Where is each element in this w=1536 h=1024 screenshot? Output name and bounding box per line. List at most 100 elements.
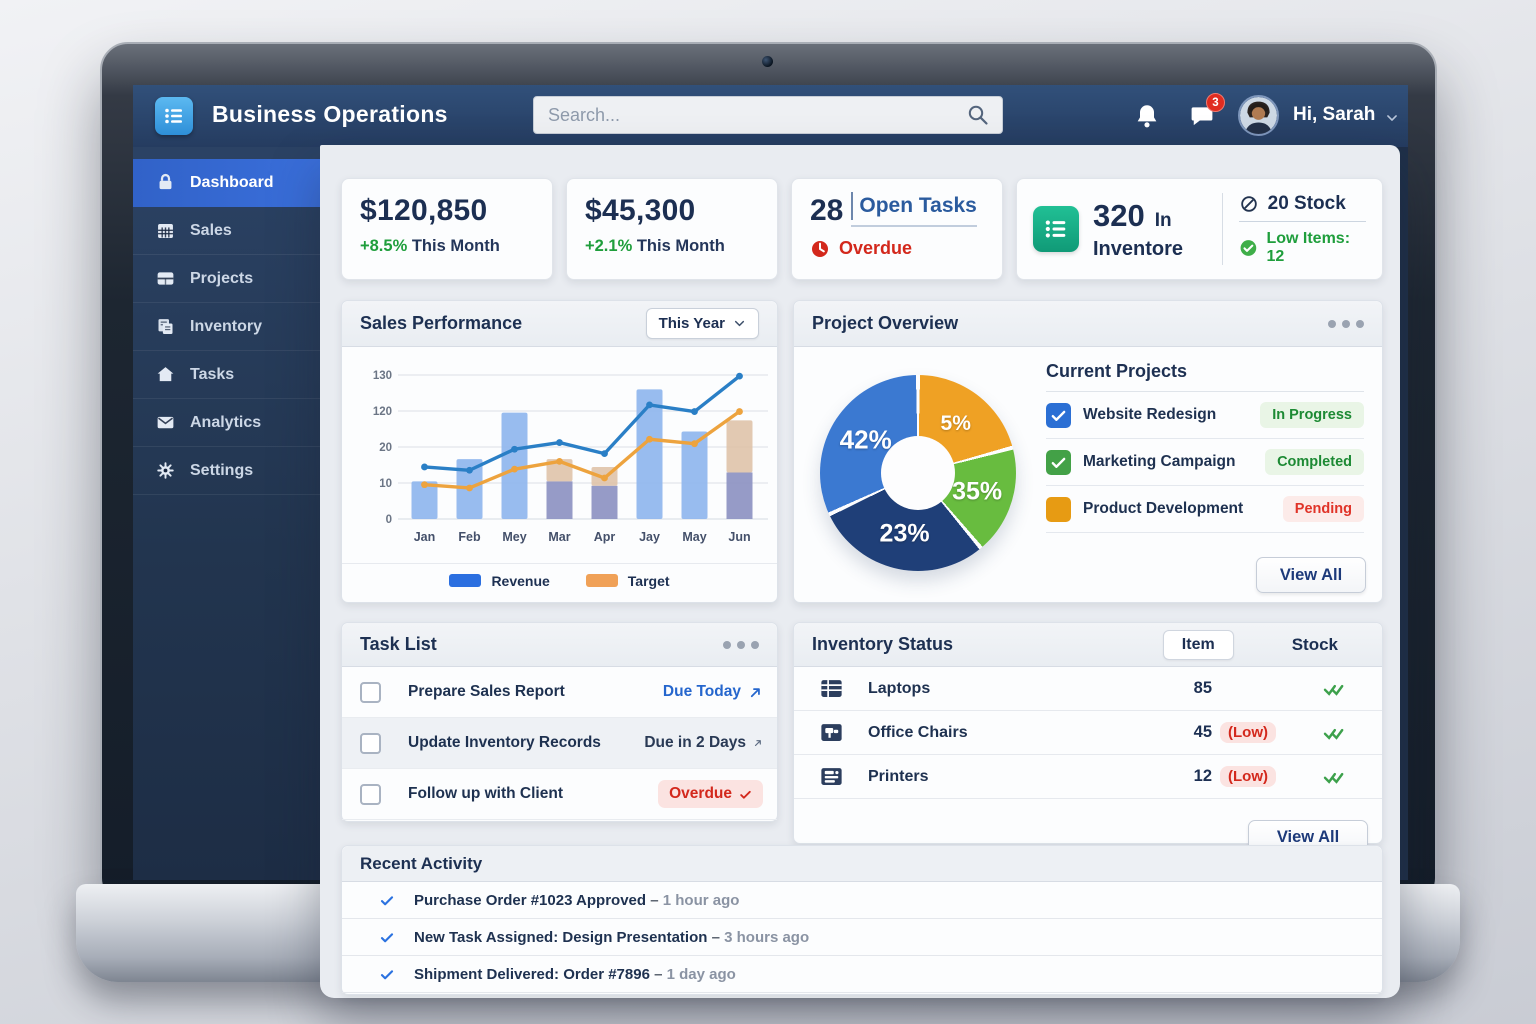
open-tasks-count: 28 <box>810 194 844 227</box>
search-input[interactable] <box>534 104 966 126</box>
task-due: Overdue <box>658 780 763 808</box>
donut-slice-label: 5% <box>940 411 971 435</box>
svg-text:Jan: Jan <box>414 530 436 544</box>
svg-text:20: 20 <box>379 442 392 454</box>
project-row: Website Redesign In Progress <box>1046 392 1364 439</box>
overdue-status: Overdue <box>839 238 913 258</box>
stock-column-label: Stock <box>1291 634 1338 654</box>
task-row: Follow up with Client Overdue <box>342 769 777 820</box>
double-check-icon <box>1323 768 1345 786</box>
svg-text:Mar: Mar <box>548 530 570 544</box>
range-dropdown[interactable]: This Year <box>645 308 759 339</box>
sidebar-item-analytics[interactable]: Analytics <box>133 399 320 447</box>
legend-label: Revenue <box>491 572 550 589</box>
current-projects-title: Current Projects <box>1046 361 1364 392</box>
project-row: Product Development Pending <box>1046 486 1364 533</box>
sidebar-item-label: Tasks <box>190 365 235 383</box>
sidebar-item-inventory[interactable]: Inventory <box>133 303 320 351</box>
svg-text:Jun: Jun <box>728 530 750 544</box>
sidebar-item-settings[interactable]: Settings <box>133 447 320 495</box>
sidebar-item-tasks[interactable]: Tasks <box>133 351 320 399</box>
sidebar-item-dashboard[interactable]: Dashboard <box>133 159 320 207</box>
svg-text:130: 130 <box>373 370 392 382</box>
mail-icon <box>155 412 176 433</box>
orange-square-checkbox-icon[interactable] <box>1046 496 1071 522</box>
task-checkbox[interactable] <box>360 783 381 805</box>
project-donut-chart: 5% 35% 23% 42% <box>820 375 1016 571</box>
blue-checked-checkbox-icon[interactable] <box>1046 402 1071 428</box>
sales-performance-panel: Sales Performance This Year 0 10 20 120 130 J… <box>341 300 778 603</box>
svg-text:10: 10 <box>379 478 392 490</box>
overdue-clock-icon <box>810 239 830 259</box>
notifications-bell-icon[interactable] <box>1133 102 1161 130</box>
activity-text: Purchase Order #1023 Approved – 1 hour a… <box>414 891 740 909</box>
sidebar-item-label: Dashboard <box>190 173 274 191</box>
green-checked-checkbox-icon[interactable] <box>1046 449 1071 475</box>
inventory-qty: 12 <box>1193 767 1212 785</box>
task-checkbox[interactable] <box>360 681 381 703</box>
inventory-count: 320 <box>1093 197 1145 233</box>
task-due-label: Overdue <box>669 785 732 802</box>
inventory-row: Office Chairs 45 (Low) <box>794 711 1382 755</box>
sales-chart: 0 10 20 120 130 Jan Feb Mey Mar Apr Jay May Jun <box>373 370 768 544</box>
calendar-icon <box>155 220 176 241</box>
task-due: Due in 2 Days <box>644 734 763 752</box>
project-row: Marketing Campaign Completed <box>1046 439 1364 486</box>
webcam-dot <box>762 56 773 67</box>
stock-count: 20 Stock <box>1267 192 1346 214</box>
task-due-label: Due in 2 Days <box>644 734 746 751</box>
svg-text:Jay: Jay <box>639 530 660 544</box>
item-column-button[interactable]: Item <box>1162 629 1234 660</box>
kpi-card-open-tasks: 28 Open Tasks Overdue <box>791 178 1003 280</box>
search-icon[interactable] <box>966 103 990 127</box>
divider <box>1221 193 1223 265</box>
low-stock-badge: (Low) <box>1220 766 1276 787</box>
sales-panel-title: Sales Performance <box>360 313 523 333</box>
app-title: Business Operations <box>212 101 448 127</box>
sidebar-item-label: Sales <box>190 221 232 239</box>
projects-view-all-button[interactable]: View All <box>1256 557 1366 593</box>
task-due[interactable]: Due Today <box>663 683 763 701</box>
status-badge: In Progress <box>1260 402 1364 428</box>
low-stock-badge: (Low) <box>1220 722 1276 743</box>
panel-menu-dots[interactable] <box>1328 319 1364 328</box>
task-row: Prepare Sales Report Due Today <box>342 667 777 718</box>
user-greeting[interactable]: Hi, Sarah <box>1293 104 1376 125</box>
double-check-icon <box>1323 680 1345 698</box>
activity-row: New Task Assigned: Design Presentation –… <box>342 919 1382 956</box>
project-panel-title: Project Overview <box>812 313 959 333</box>
app-logo-icon <box>155 97 193 135</box>
panel-menu-dots[interactable] <box>723 640 759 649</box>
activity-time: 1 day ago <box>666 965 736 983</box>
chevron-down-icon[interactable] <box>1385 111 1399 125</box>
wallet-icon <box>155 268 176 289</box>
sidebar-item-projects[interactable]: Projects <box>133 255 320 303</box>
task-checkbox[interactable] <box>360 732 381 754</box>
task-list-panel: Task List Prepare Sales Report Due Today U… <box>341 622 778 822</box>
activity-time: 3 hours ago <box>724 928 810 946</box>
arrow-ne-icon <box>748 685 763 700</box>
open-tasks-field[interactable]: Open Tasks <box>851 192 977 227</box>
inventory-qty: 45 <box>1193 723 1212 741</box>
text-caret <box>851 192 854 220</box>
activity-text: Shipment Delivered: Order #7896 – 1 day … <box>414 965 736 983</box>
check-icon <box>739 788 752 801</box>
svg-text:0: 0 <box>386 514 392 526</box>
chevron-down-icon <box>733 317 746 330</box>
sidebar-item-sales[interactable]: Sales <box>133 207 320 255</box>
status-badge: Pending <box>1282 496 1364 522</box>
project-name: Website Redesign <box>1083 406 1217 423</box>
kpi-card-revenue: $120,850 +8.5% This Month <box>341 178 553 280</box>
activity-panel-title: Recent Activity <box>360 853 483 873</box>
task-due-label: Due Today <box>662 683 741 700</box>
inventory-item-name: Printers <box>868 767 929 785</box>
svg-text:Feb: Feb <box>458 530 481 544</box>
search-box <box>533 96 1003 134</box>
files-icon <box>155 316 176 337</box>
activity-text: New Task Assigned: Design Presentation –… <box>414 928 810 946</box>
user-avatar[interactable] <box>1238 95 1279 136</box>
inventory-row: Printers 12 (Low) <box>794 755 1382 799</box>
messages-icon[interactable] <box>1188 103 1216 129</box>
sidebar-item-label: Projects <box>190 269 254 287</box>
gear-icon <box>155 460 176 481</box>
